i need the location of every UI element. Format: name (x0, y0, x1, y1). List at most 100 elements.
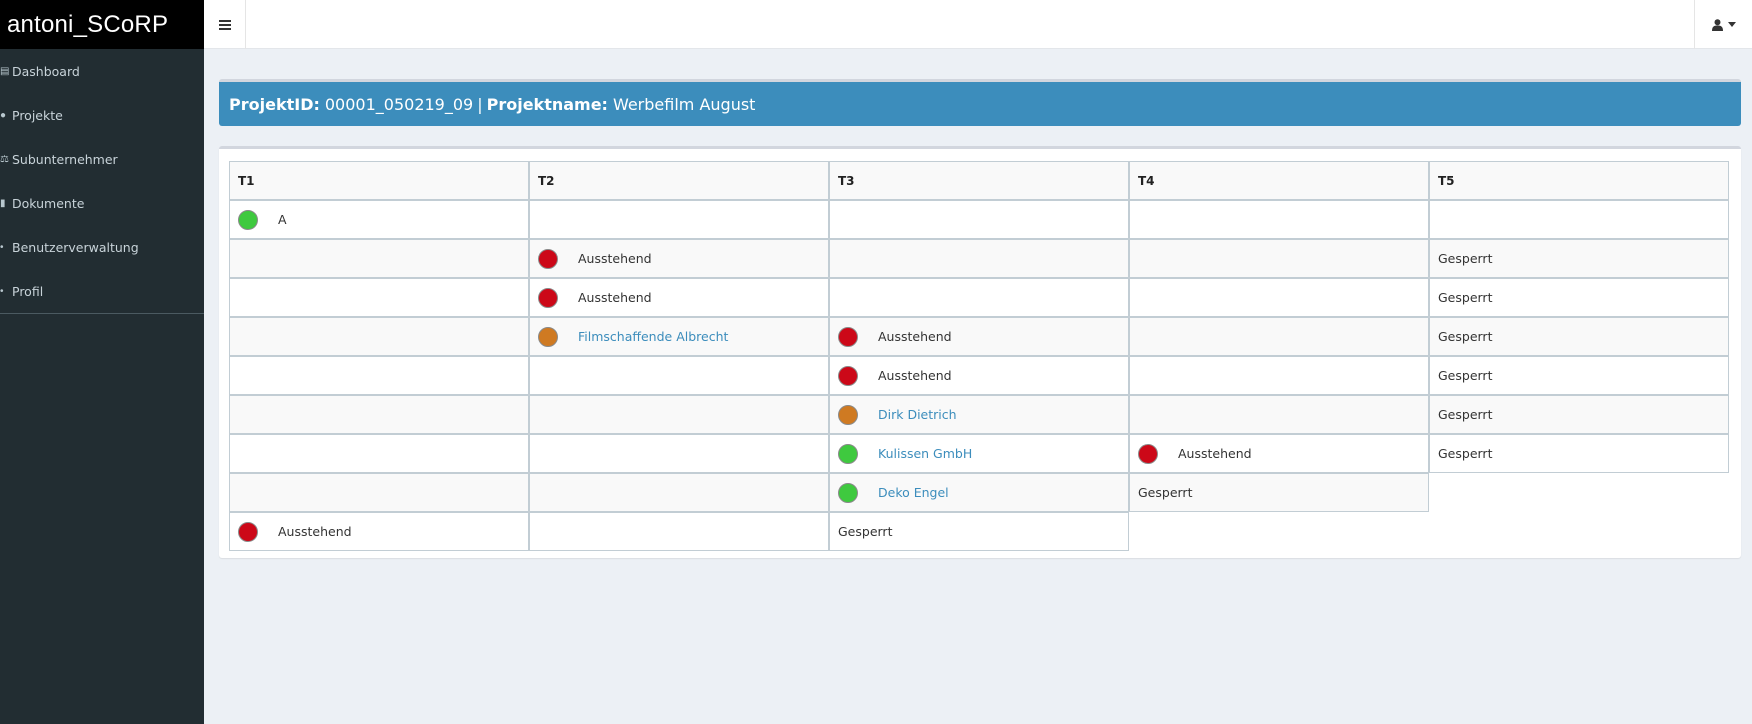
cell-status-text: Gesperrt (1138, 485, 1193, 500)
grid-cell: Gesperrt (1429, 434, 1729, 473)
top-navbar (204, 0, 1752, 49)
subcontractor-link[interactable]: Deko Engel (878, 485, 949, 500)
grid-cell: Gesperrt (1429, 239, 1729, 278)
grid-cell: Ausstehend (829, 356, 1129, 395)
cell-status-text: Ausstehend (578, 290, 652, 305)
status-red-dot-icon (838, 326, 858, 347)
project-id-label: ProjektID: (229, 94, 320, 114)
sidebar-divider (0, 313, 204, 314)
file-icon: ▮ (0, 197, 6, 209)
grid-cell: Ausstehend (229, 512, 529, 551)
status-green-dot-icon (238, 209, 258, 230)
cell-status-text: Gesperrt (838, 524, 893, 539)
grid-cell: Ausstehend (529, 278, 829, 317)
grid-cell (829, 278, 1129, 317)
chevron-down-icon (1727, 22, 1736, 27)
grid-cell (829, 239, 1129, 278)
grid-cell[interactable]: Deko Engel (829, 473, 1129, 512)
status-green-dot-icon (838, 482, 858, 503)
cell-status-text: Gesperrt (1438, 446, 1493, 461)
grid-cell: Gesperrt (1429, 278, 1729, 317)
cell-status-text: Ausstehend (578, 251, 652, 266)
grid-cell (1129, 317, 1429, 356)
column-header-t1: T1 (229, 161, 529, 200)
sidebar-item-profil[interactable]: • Profil (0, 283, 44, 299)
status-red-dot-icon (838, 365, 858, 386)
grid-cell (529, 395, 829, 434)
grid-cell: Gesperrt (1129, 473, 1429, 512)
cell-status-text: Ausstehend (878, 329, 952, 344)
cell-status-text: Gesperrt (1438, 290, 1493, 305)
cell-status-text: A (278, 212, 287, 227)
sidebar-item-projekte[interactable]: ● Projekte (0, 107, 63, 123)
grid-cell (829, 200, 1129, 239)
grid-cell: Ausstehend (829, 317, 1129, 356)
grid-cell[interactable]: Filmschaffende Albrecht (529, 317, 829, 356)
project-name-value: Werbefilm August (612, 94, 756, 114)
sidebar-item-dokumente[interactable]: ▮ Dokumente (0, 195, 85, 211)
grid-cell: Gesperrt (829, 512, 1129, 551)
column-header-t4: T4 (1129, 161, 1429, 200)
user-icon: • (0, 285, 4, 297)
user-icon (1711, 18, 1723, 31)
column-header-t5: T5 (1429, 161, 1729, 200)
grid-cell[interactable]: Kulissen GmbH (829, 434, 1129, 473)
grid-cell (1129, 356, 1429, 395)
grid-cell: Gesperrt (1429, 395, 1729, 434)
status-red-dot-icon (1138, 443, 1158, 464)
subcontractor-link[interactable]: Filmschaffende Albrecht (578, 329, 729, 344)
workflow-box: T1 T2 T3 T4 T5 A Ausstehend Gesperrt Ausstehend G… (219, 146, 1741, 558)
grid-cell (529, 200, 829, 239)
grid-cell (1129, 395, 1429, 434)
status-red-dot-icon (538, 287, 558, 308)
separator: | (477, 94, 483, 114)
sidebar-item-subunternehmer[interactable]: ⚖ Subunternehmer (0, 151, 118, 167)
subcontractor-link[interactable]: Kulissen GmbH (878, 446, 973, 461)
grid-cell: Gesperrt (1429, 317, 1729, 356)
hamburger-icon (218, 18, 231, 32)
status-red-dot-icon (538, 248, 558, 269)
app-logo[interactable]: antoni_SCoRP (0, 0, 204, 49)
cell-status-text: Ausstehend (1178, 446, 1252, 461)
users-icon: • (0, 241, 4, 253)
grid-cell (229, 434, 529, 473)
status-green-dot-icon (838, 443, 858, 464)
grid-cell (229, 239, 529, 278)
column-header-t2: T2 (529, 161, 829, 200)
grid-cell[interactable]: Dirk Dietrich (829, 395, 1129, 434)
cell-status-text: Gesperrt (1438, 407, 1493, 422)
status-orange-dot-icon (538, 326, 558, 347)
grid-cell (1429, 200, 1729, 239)
cell-status-text: Ausstehend (278, 524, 352, 539)
globe-icon: ● (0, 109, 7, 121)
grid-cell (529, 473, 829, 512)
balance-icon: ⚖ (0, 153, 9, 165)
grid-cell (1129, 278, 1429, 317)
grid-cell (229, 395, 529, 434)
status-orange-dot-icon (838, 404, 858, 425)
grid-cell: Ausstehend (529, 239, 829, 278)
grid-cell (529, 512, 829, 551)
grid-cell (529, 434, 829, 473)
sidebar-toggle-button[interactable] (204, 0, 246, 49)
grid-cell: Gesperrt (1429, 356, 1729, 395)
cell-status-text: Gesperrt (1438, 251, 1493, 266)
main-content: ProjektID: 00001_050219_09 | Projektname… (204, 49, 1752, 724)
dashboard-icon: ▤ (0, 65, 10, 77)
subcontractor-link[interactable]: Dirk Dietrich (878, 407, 957, 422)
status-red-dot-icon (238, 521, 258, 542)
cell-status-text: Gesperrt (1438, 368, 1493, 383)
grid-cell (229, 473, 529, 512)
sidebar: ▤ Dashboard ● Projekte ⚖ Subunternehmer … (0, 49, 204, 724)
column-header-t3: T3 (829, 161, 1129, 200)
grid-cell (529, 356, 829, 395)
sidebar-item-dashboard[interactable]: ▤ Dashboard (0, 63, 80, 79)
user-menu-button[interactable] (1694, 0, 1752, 49)
grid-cell: A (229, 200, 529, 239)
grid-cell (229, 356, 529, 395)
project-name-label: Projektname: (486, 94, 608, 114)
sidebar-item-benutzerverwaltung[interactable]: • Benutzerverwaltung (0, 239, 139, 255)
grid-cell: Ausstehend (1129, 434, 1429, 473)
grid-cell (229, 317, 529, 356)
project-header: ProjektID: 00001_050219_09 | Projektname… (219, 79, 1741, 126)
